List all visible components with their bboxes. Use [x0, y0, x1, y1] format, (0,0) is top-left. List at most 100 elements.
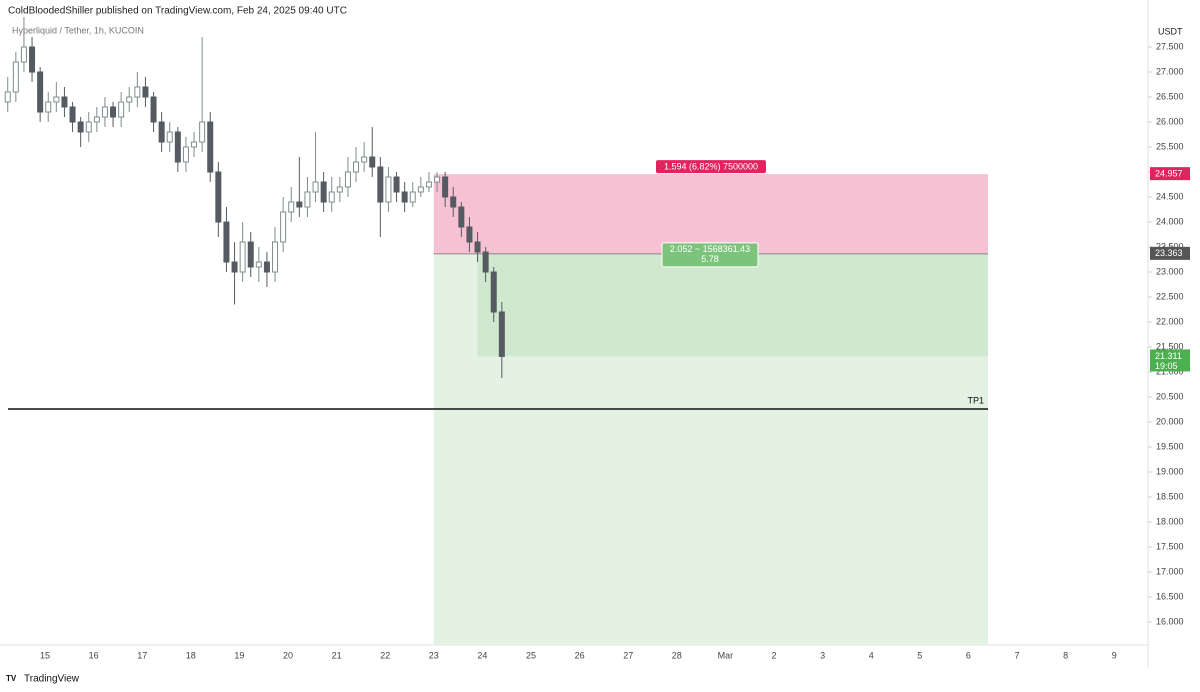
x-tick-label: 27 — [623, 650, 633, 660]
x-tick-label: 4 — [869, 650, 874, 660]
x-tick-label: 24 — [477, 650, 487, 660]
y-tick-label: 27.500 — [1156, 41, 1184, 51]
y-tick-label: 18.500 — [1156, 491, 1184, 501]
candle-body — [150, 96, 157, 123]
stop-zone — [433, 174, 988, 254]
ratio-label: 5.78 — [701, 254, 719, 264]
candle-body — [20, 46, 27, 63]
y-tick-label: 25.500 — [1156, 141, 1184, 151]
risk-label: 1.594 (6.82%) 7500000 — [664, 162, 758, 172]
candle-body — [158, 121, 165, 143]
candle-body — [474, 241, 481, 253]
candle-body — [61, 96, 68, 108]
candle-body — [361, 156, 368, 163]
y-tick-label: 17.000 — [1156, 566, 1184, 576]
candle-body — [239, 241, 246, 273]
candle-body — [247, 241, 254, 268]
candle-body — [498, 311, 505, 357]
candle-body — [409, 191, 416, 203]
y-tick-label: 19.500 — [1156, 441, 1184, 451]
candle-body — [417, 186, 424, 193]
x-tick-label: 8 — [1063, 650, 1068, 660]
candle-body — [223, 221, 230, 263]
candle-body — [134, 86, 141, 98]
entry-badge — [1150, 246, 1190, 260]
candle-body — [12, 61, 19, 93]
countdown: 19:05 — [1155, 361, 1178, 371]
x-tick-label: 2 — [771, 650, 776, 660]
candle-body — [37, 71, 44, 113]
candle-body — [393, 176, 400, 193]
open-pnl-zone — [477, 253, 988, 357]
y-tick-label: 27.000 — [1156, 66, 1184, 76]
candle-body — [182, 146, 189, 163]
y-tick-label: 16.500 — [1156, 591, 1184, 601]
entry-badge-label: 23.363 — [1155, 248, 1183, 258]
candle-body — [110, 106, 117, 118]
candle-body — [101, 106, 108, 118]
reward-label: 2.052 ~ 1568361.43 — [670, 244, 750, 254]
x-tick-label: 16 — [89, 650, 99, 660]
y-unit: USDT — [1158, 26, 1183, 36]
reward-badge — [661, 242, 759, 268]
y-tick-label: 24.000 — [1156, 216, 1184, 226]
candle-body — [458, 206, 465, 228]
candle-body — [45, 101, 52, 113]
candle-body — [369, 156, 376, 168]
y-tick-label: 26.000 — [1156, 116, 1184, 126]
candle-body — [280, 211, 287, 243]
candle-body — [174, 131, 181, 163]
price-badge — [1150, 349, 1190, 372]
candle-body — [207, 121, 214, 173]
y-tick-label: 23.000 — [1156, 266, 1184, 276]
x-tick-label: 28 — [672, 650, 682, 660]
candle-body — [312, 181, 319, 193]
candle-body — [215, 171, 222, 223]
candle-body — [69, 106, 76, 123]
x-tick-label: 23 — [429, 650, 439, 660]
candle-body — [53, 96, 60, 103]
y-tick-label: 18.000 — [1156, 516, 1184, 526]
y-tick-label: 26.500 — [1156, 91, 1184, 101]
candle-body — [466, 226, 473, 243]
x-tick-label: 26 — [575, 650, 585, 660]
y-tick-label: 19.000 — [1156, 466, 1184, 476]
x-tick-label: Mar — [718, 650, 734, 660]
candle-body — [336, 186, 343, 193]
x-tick-label: 6 — [966, 650, 971, 660]
x-tick-label: 25 — [526, 650, 536, 660]
y-tick-label: 22.000 — [1156, 316, 1184, 326]
candle-body — [166, 131, 173, 143]
candle-body — [142, 86, 149, 98]
risk-badge — [656, 160, 766, 174]
candle-body — [385, 176, 392, 203]
x-tick-label: 21 — [332, 650, 342, 660]
stop-badge-label: 24.957 — [1155, 169, 1183, 179]
x-tick-label: 20 — [283, 650, 293, 660]
candle-body — [263, 261, 270, 273]
candle-body — [255, 261, 262, 268]
brand: TradingView — [24, 674, 80, 685]
candle-body — [320, 181, 327, 203]
candle-body — [288, 201, 295, 213]
candle-body — [377, 166, 384, 203]
y-tick-label: 22.500 — [1156, 291, 1184, 301]
x-tick-label: 19 — [234, 650, 244, 660]
x-tick-label: 18 — [186, 650, 196, 660]
stop-badge — [1150, 167, 1190, 181]
candle-body — [328, 191, 335, 203]
candle-body — [199, 121, 206, 143]
y-tick-label: 16.000 — [1156, 616, 1184, 626]
candle-body — [434, 176, 441, 183]
candle-body — [118, 101, 125, 118]
symbol-title: Hyperliquid / Tether, 1h, KUCOIN — [12, 25, 144, 35]
candle-body — [77, 121, 84, 133]
logo: TV — [6, 674, 17, 683]
x-tick-label: 9 — [1112, 650, 1117, 660]
candle-body — [191, 141, 198, 148]
candle-body — [4, 91, 11, 103]
y-tick-label: 20.000 — [1156, 416, 1184, 426]
price-badge-label: 21.311 — [1155, 351, 1182, 361]
candle-body — [29, 46, 36, 73]
